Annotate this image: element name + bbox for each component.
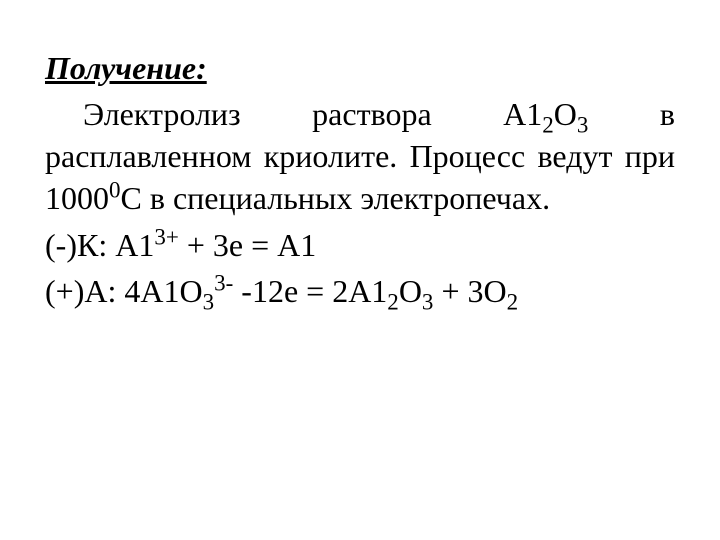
cathode-prefix: (-)К: А1: [45, 227, 154, 263]
section-heading: Получение:: [45, 50, 675, 87]
cathode-equation: (-)К: А13+ + 3е = А1: [45, 224, 675, 266]
cathode-suffix: + 3е = А1: [179, 227, 316, 263]
anode-sub2: 2: [387, 288, 399, 314]
para-text-1: Электролиз раствора А1: [83, 96, 542, 132]
superscript-3plus: 3+: [154, 223, 179, 249]
anode-prefix: (+)А: 4А1О: [45, 273, 203, 309]
subscript-2a: 2: [542, 111, 554, 137]
para-text-o: О: [554, 96, 577, 132]
anode-sub1: 3: [203, 288, 215, 314]
superscript-3minus: 3-: [214, 269, 233, 295]
anode-sub3: 3: [422, 288, 434, 314]
body-paragraph: Электролиз раствора А12О3 в расплавленно…: [45, 93, 675, 220]
superscript-0: 0: [109, 177, 121, 203]
anode-o: О: [399, 273, 422, 309]
para-text-3: С в специальных электропечах.: [121, 180, 551, 216]
anode-sub4: 2: [507, 288, 519, 314]
subscript-3a: 3: [577, 111, 589, 137]
anode-mid: -12е = 2А1: [233, 273, 387, 309]
anode-equation: (+)А: 4А1О33- -12е = 2А12О3 + 3О2: [45, 270, 675, 312]
anode-plus: + 3О: [433, 273, 506, 309]
